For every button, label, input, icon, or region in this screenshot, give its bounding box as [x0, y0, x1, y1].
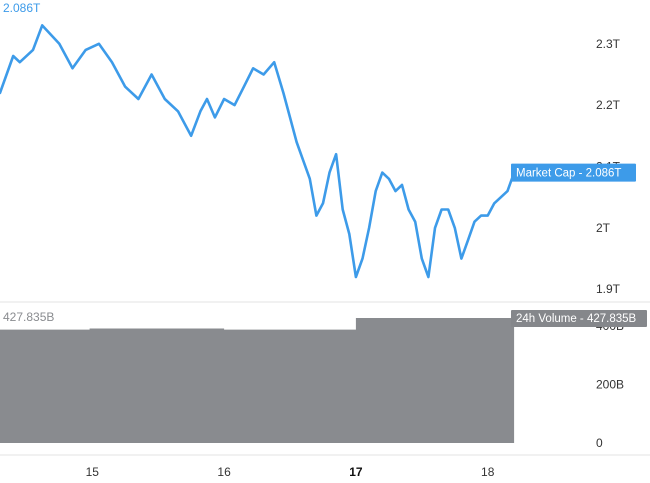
x-tick-label: 17 [349, 465, 363, 479]
market-cap-badge-label: Market Cap - 2.086T [516, 168, 621, 180]
x-tick-label: 15 [86, 465, 100, 479]
volume-y-tick-label: 200B [596, 378, 624, 392]
y-tick-label: 2T [596, 221, 611, 235]
market-cap-line [0, 24, 516, 279]
volume-badge [511, 310, 647, 327]
market-cap-line-layer [0, 24, 516, 279]
volume-area [0, 318, 515, 443]
y-tick-label: 2.2T [596, 98, 621, 112]
x-tick-label: 18 [481, 465, 495, 479]
market-cap-badge [511, 163, 636, 182]
volume-badge-label: 24h Volume - 427.835B [516, 313, 637, 325]
volume-y-tick-label: 0 [596, 436, 603, 450]
x-tick-label: 16 [217, 465, 231, 479]
market-cap-corner-label: 2.086T [3, 1, 41, 15]
badge-layer: Market Cap - 2.086T 24h Volume - 427.835B [511, 163, 647, 327]
y-tick-label: 2.3T [596, 37, 621, 51]
volume-corner-label: 427.835B [3, 310, 54, 324]
y-tick-label: 1.9T [596, 282, 621, 296]
volume-area-layer [0, 318, 515, 443]
